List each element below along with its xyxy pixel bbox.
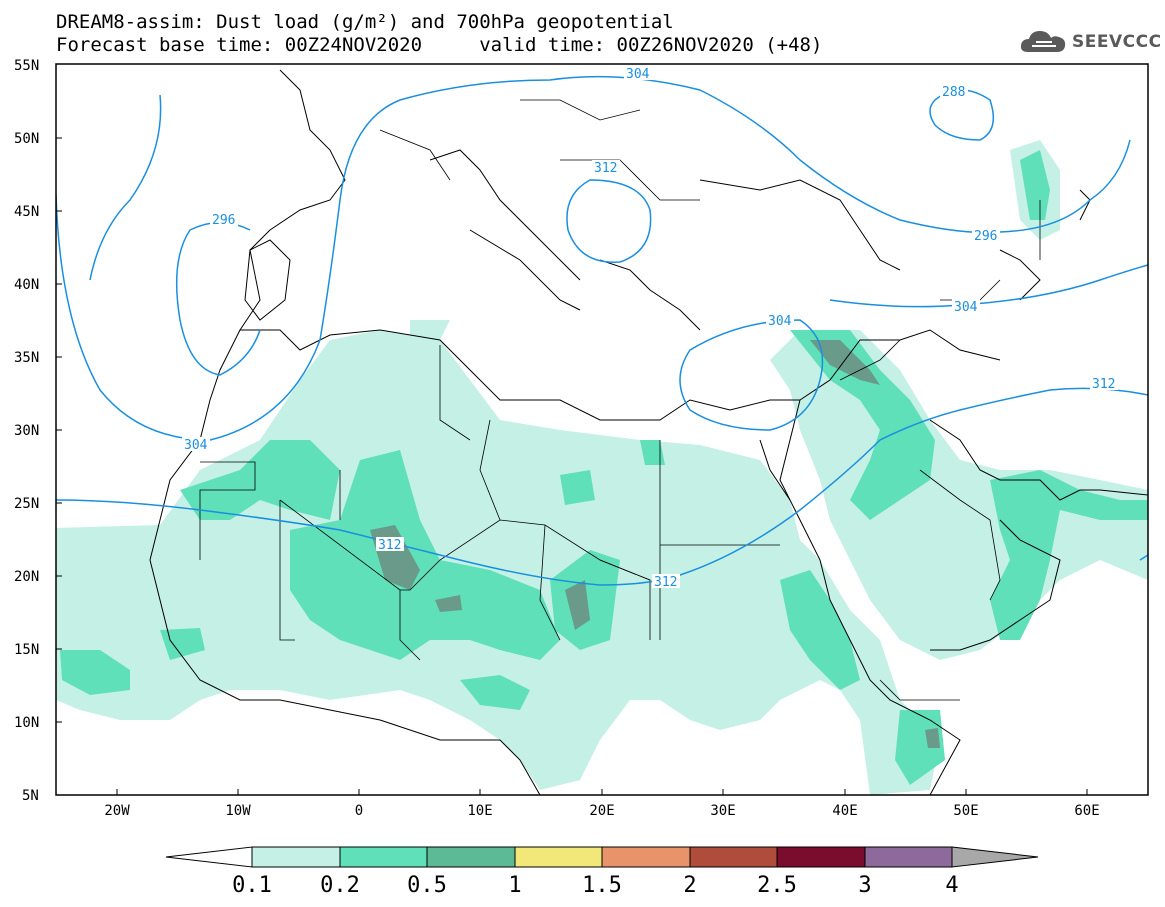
- colorbar-upper-arrow: [951, 846, 1039, 868]
- lat-label: 35N: [14, 350, 39, 366]
- lon-label: 10W: [225, 803, 251, 819]
- colorbar-segment: [251, 846, 341, 868]
- colorbar-segment: [864, 846, 953, 868]
- colorbar-label: 2: [683, 873, 696, 898]
- colorbar-segment: [776, 846, 866, 868]
- colorbar: 0.1 0.2 0.5 1 1.5 2 2.5 3 4: [165, 846, 1039, 898]
- contour-label: 312: [654, 575, 677, 590]
- colorbar-segment: [339, 846, 428, 868]
- lat-label: 45N: [14, 204, 39, 220]
- axis-ticks: [56, 137, 1088, 795]
- contour-label: 304: [954, 300, 978, 315]
- colorbar-label: 2.5: [757, 873, 797, 898]
- lon-label: 30E: [710, 803, 735, 819]
- title-line-1: DREAM8-assim: Dust load (g/m²) and 700hP…: [56, 11, 674, 33]
- dust-layer: [56, 140, 1148, 795]
- colorbar-label: 4: [945, 873, 958, 898]
- contour-label: 312: [1092, 377, 1115, 392]
- lat-label: 20N: [14, 569, 39, 585]
- colorbar-label: 3: [858, 873, 871, 898]
- colorbar-label: 1.5: [582, 873, 622, 898]
- contour-label: 296: [212, 213, 235, 228]
- colorbar-label: 0.5: [407, 873, 447, 898]
- lat-label: 55N: [14, 58, 39, 74]
- contour-label: 312: [378, 538, 401, 553]
- latitude-labels: 55N 50N 45N 40N 35N 30N 25N 20N 15N 10N …: [14, 58, 39, 804]
- lat-label: 50N: [14, 131, 39, 147]
- country-borders: [199, 99, 1041, 701]
- contour-label: 312: [594, 161, 617, 176]
- contour-label: 288: [942, 85, 965, 100]
- logo-text: SEEVCCC: [1072, 32, 1162, 52]
- lat-label: 10N: [14, 715, 39, 731]
- lon-label: 50E: [953, 803, 978, 819]
- lat-label: 30N: [14, 423, 39, 439]
- contour-labels: 304 288 312 296 296 304 304 312 304 312 …: [182, 66, 1118, 590]
- lat-label: 5N: [22, 788, 39, 804]
- lon-label: 10E: [467, 803, 492, 819]
- lat-label: 25N: [14, 496, 39, 512]
- lat-label: 40N: [14, 277, 39, 293]
- contour-label: 296: [974, 229, 997, 244]
- contour-label: 304: [626, 67, 650, 82]
- lon-label: 20W: [104, 803, 130, 819]
- colorbar-label: 1: [508, 873, 521, 898]
- colorbar-label: 0.2: [320, 873, 360, 898]
- lon-label: 20E: [589, 803, 614, 819]
- colorbar-segment: [601, 846, 691, 868]
- colorbar-label: 0.1: [232, 873, 272, 898]
- colorbar-segment: [689, 846, 778, 868]
- colorbar-segment: [426, 846, 516, 868]
- lon-label: 40E: [832, 803, 857, 819]
- title-line-2: Forecast base time: 00Z24NOV2020 valid t…: [56, 34, 823, 56]
- contour-label: 304: [184, 438, 208, 453]
- colorbar-segment: [514, 846, 603, 868]
- longitude-labels: 20W 10W 0 10E 20E 30E 40E 50E 60E: [104, 803, 1099, 819]
- lon-label: 0: [355, 803, 363, 819]
- contour-label: 304: [768, 314, 792, 329]
- seevccc-logo: SEEVCCC: [1018, 26, 1161, 56]
- lon-label: 60E: [1074, 803, 1099, 819]
- cloud-icon: [1020, 31, 1066, 52]
- lat-label: 15N: [14, 642, 39, 658]
- colorbar-lower-arrow: [165, 846, 253, 868]
